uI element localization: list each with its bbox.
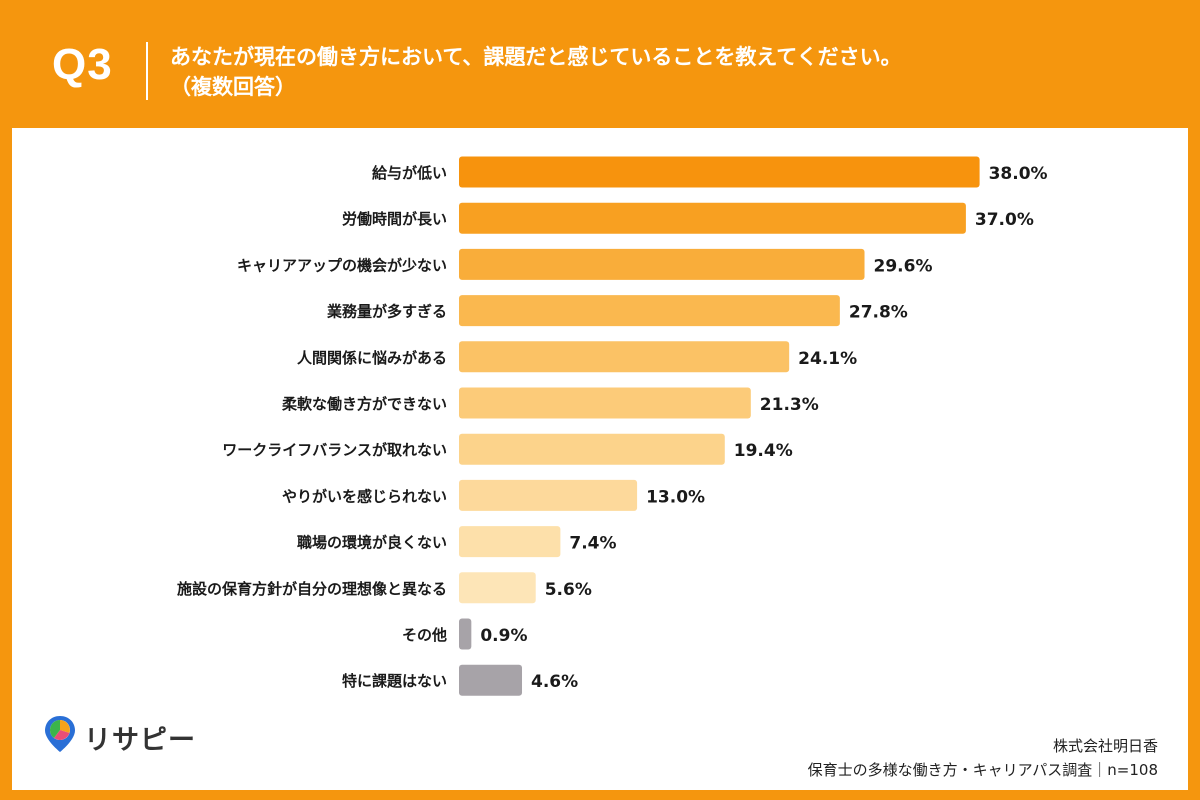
question-title: あなたが現在の働き方において、課題だと感じていることを教えてください。 （複数回…: [170, 42, 1170, 102]
value-label-8: 7.4%: [569, 534, 616, 554]
bar-chart: 給与が低い 38.0% 労働時間が長い 37.0% キャリアアップの機会が少ない 29.6…: [177, 156, 1048, 696]
header-divider: [146, 42, 148, 100]
source-note: 株式会社明日香 保育士の多様な働き方・キャリアパス調査｜n=108: [808, 734, 1158, 782]
value-label-4: 24.1%: [798, 349, 857, 369]
category-label-9: 施設の保育方針が自分の理想像と異なる: [177, 580, 447, 598]
category-label-2: キャリアアップの機会が少ない: [237, 256, 447, 274]
category-label-8: 職場の環境が良くない: [297, 534, 447, 552]
bar-2: [459, 248, 865, 280]
pin-logo-icon: [45, 716, 75, 752]
value-label-0: 38.0%: [989, 164, 1048, 184]
bar-11: [459, 664, 523, 696]
bar-0: [459, 156, 980, 188]
bar-9: [459, 572, 536, 604]
value-label-9: 5.6%: [545, 580, 592, 600]
chart-panel: 給与が低い 38.0% 労働時間が長い 37.0% キャリアアップの機会が少ない 29.6…: [12, 128, 1188, 790]
bar-1: [459, 202, 966, 234]
bar-10: [459, 618, 472, 650]
category-label-10: その他: [402, 626, 447, 644]
category-label-0: 給与が低い: [372, 164, 447, 182]
value-label-1: 37.0%: [975, 210, 1034, 230]
value-label-7: 13.0%: [646, 487, 705, 507]
category-label-7: やりがいを感じられない: [282, 487, 447, 505]
category-label-5: 柔軟な働き方ができない: [282, 395, 447, 413]
survey-source: 保育士の多様な働き方・キャリアパス調査｜n=108: [807, 761, 1158, 779]
bar-7: [459, 479, 638, 511]
company-name: 株式会社明日香: [1052, 737, 1158, 755]
value-label-10: 0.9%: [480, 626, 527, 646]
header: Q3 あなたが現在の働き方において、課題だと感じていることを教えてください。 （…: [0, 0, 1200, 128]
category-label-4: 人間関係に悩みがある: [297, 349, 447, 367]
question-title-line1: あなたが現在の働き方において、課題だと感じていることを教えてください。: [170, 45, 902, 69]
bar-3: [459, 295, 840, 327]
value-label-2: 29.6%: [874, 256, 933, 276]
logo-text: リサピー: [84, 725, 196, 756]
category-label-1: 労働時間が長い: [342, 210, 447, 228]
question-title-line2: （複数回答）: [170, 75, 296, 99]
category-label-11: 特に課題はない: [342, 672, 447, 690]
value-label-5: 21.3%: [760, 395, 819, 415]
value-label-6: 19.4%: [734, 441, 793, 461]
category-label-3: 業務量が多すぎる: [326, 303, 447, 321]
bar-4: [459, 341, 790, 373]
question-number: Q3: [52, 40, 113, 89]
value-label-3: 27.8%: [849, 303, 908, 323]
bar-6: [459, 433, 725, 465]
brand-logo: リサピー: [42, 714, 202, 758]
value-label-11: 4.6%: [531, 672, 578, 692]
bar-5: [459, 387, 751, 419]
bar-8: [459, 526, 561, 558]
category-label-6: ワークライフバランスが取れない: [222, 441, 447, 459]
